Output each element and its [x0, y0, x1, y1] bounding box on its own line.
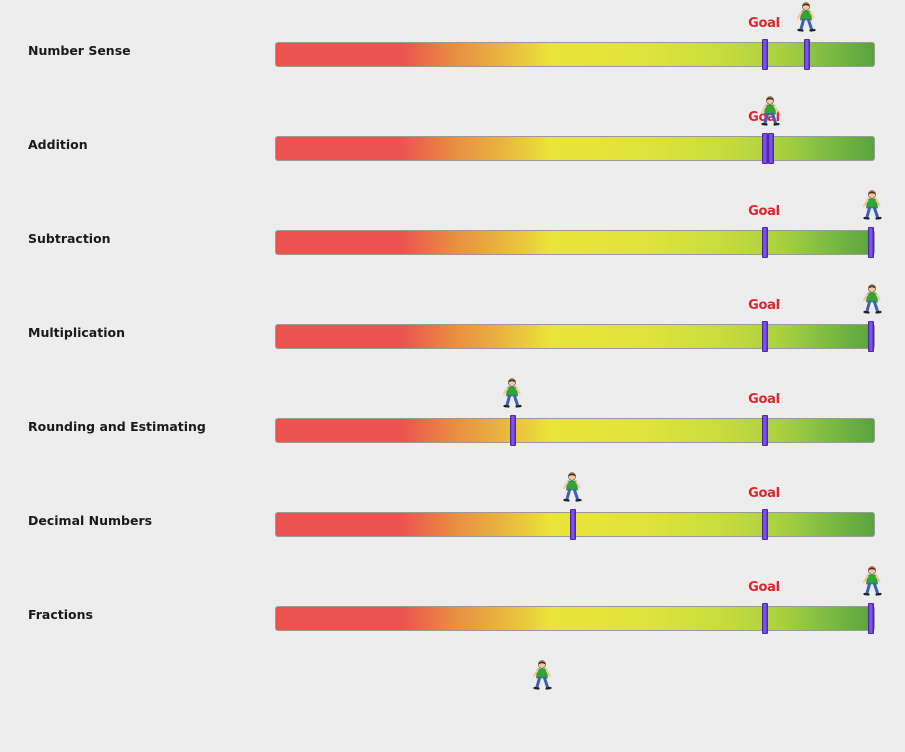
- skill-row: Subtraction Goal: [0, 188, 905, 282]
- walking-student-icon: [531, 660, 553, 692]
- progress-marker: [804, 39, 810, 70]
- progress-marker: [768, 133, 774, 164]
- skill-row: Rounding and Estimating Goal: [0, 376, 905, 470]
- goal-marker: [762, 603, 768, 634]
- progress-marker: [868, 321, 874, 352]
- progress-bar: [275, 227, 875, 258]
- skill-label: Addition: [28, 137, 88, 152]
- walking-student-icon: [561, 472, 583, 504]
- goal-marker: [762, 415, 768, 446]
- progress-marker: [868, 603, 874, 634]
- progress-bar: [275, 603, 875, 634]
- progress-bar: [275, 509, 875, 540]
- goal-label: Goal: [748, 16, 780, 31]
- progress-bar: [275, 321, 875, 352]
- progress-marker: [570, 509, 576, 540]
- goal-marker: [762, 39, 768, 70]
- skill-row: Fractions Goal: [0, 564, 905, 658]
- skill-row: Number Sense Goal: [0, 0, 905, 94]
- skill-label: Multiplication: [28, 325, 125, 340]
- skill-row: Decimal Numbers Goal: [0, 470, 905, 564]
- skill-label: Decimal Numbers: [28, 513, 153, 528]
- goal-label: Goal: [748, 580, 780, 595]
- goal-marker: [762, 509, 768, 540]
- skill-row: [0, 658, 905, 752]
- progress-marker: [510, 415, 516, 446]
- walking-student-icon: [501, 378, 523, 410]
- progress-bar: [275, 133, 875, 164]
- goal-label: Goal: [748, 486, 780, 501]
- progress-marker: [868, 227, 874, 258]
- skill-label: Number Sense: [28, 43, 131, 58]
- walking-student-icon: [861, 284, 883, 316]
- skill-label: Rounding and Estimating: [28, 419, 206, 434]
- skill-label: Subtraction: [28, 231, 111, 246]
- progress-bar: [275, 415, 875, 446]
- skill-row: Addition Goal: [0, 94, 905, 188]
- walking-student-icon: [861, 190, 883, 222]
- skill-label: Fractions: [28, 607, 93, 622]
- walking-student-icon: [861, 566, 883, 598]
- goal-marker: [762, 133, 768, 164]
- goal-marker: [762, 227, 768, 258]
- skill-row: Multiplication Goal: [0, 282, 905, 376]
- goal-label: Goal: [748, 204, 780, 219]
- goal-label: Goal: [748, 298, 780, 313]
- walking-student-icon: [795, 2, 817, 34]
- goal-marker: [762, 321, 768, 352]
- walking-student-icon: [759, 96, 781, 128]
- goal-label: Goal: [748, 392, 780, 407]
- progress-bar: [275, 39, 875, 70]
